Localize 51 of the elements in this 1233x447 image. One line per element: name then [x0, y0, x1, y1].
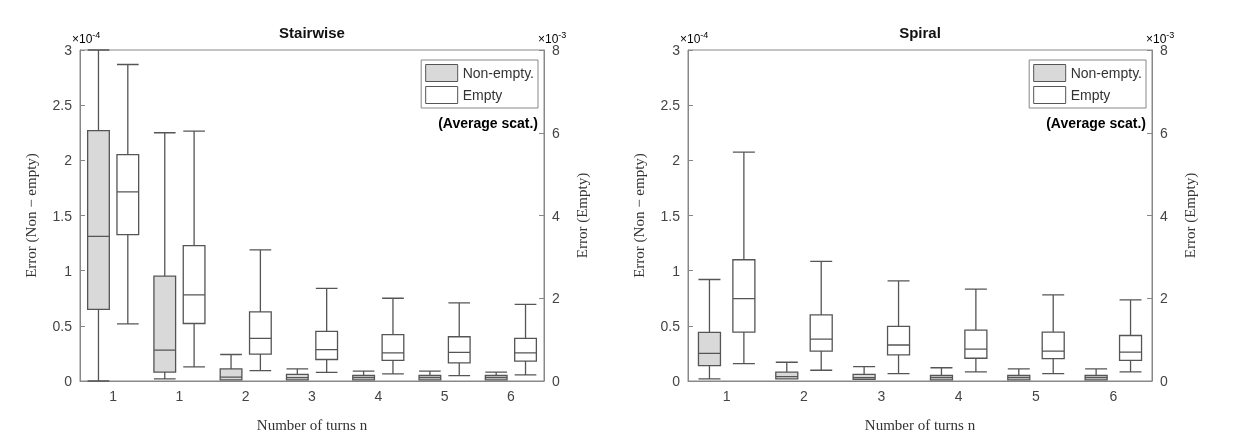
y-tick-label: 3	[64, 42, 73, 58]
legend-label: Non-empty.	[462, 65, 535, 81]
x-tick-label: 1	[109, 388, 118, 404]
y-axis-title: Error (Non − empty)	[630, 153, 648, 278]
y2-tick-label: 6	[1160, 124, 1168, 141]
y-axis-title: Error (Non − empty)	[22, 153, 40, 278]
x-axis-title: Number of turns n	[864, 416, 976, 433]
y-tick-label: 0	[672, 373, 681, 389]
y2-axis-title: Error (Empty)	[573, 172, 591, 259]
y2-tick-label: 0	[1160, 373, 1168, 389]
x-tick-label: 1	[175, 388, 184, 404]
y-tick-label: 1.5	[660, 207, 681, 224]
x-tick-label: 3	[877, 388, 886, 404]
y-tick-label: 0	[64, 373, 73, 389]
x-tick-label: 3	[308, 388, 317, 404]
y-tick-label: 2	[672, 152, 681, 169]
y-tick-label: 0.5	[660, 317, 681, 334]
y-tick-label: 0.5	[52, 317, 73, 334]
y-tick-label: 1.5	[52, 207, 73, 224]
y2-tick-label: 4	[552, 207, 560, 224]
y2-axis-title: Error (Empty)	[1181, 172, 1199, 259]
x-tick-label: 6	[506, 388, 515, 404]
x-tick-label: 5	[440, 388, 449, 404]
legend-label: Empty	[462, 87, 503, 103]
y-tick-label: 1	[672, 262, 681, 279]
y-tick-label: 2.5	[52, 97, 73, 114]
x-tick-label: 4	[374, 388, 383, 404]
annotation: (Average scat.)	[438, 115, 538, 131]
y2-tick-label: 4	[1160, 207, 1168, 224]
chart-title: Stairwise	[279, 24, 345, 41]
y2-tick-label: 8	[552, 42, 560, 58]
y-tick-label: 2	[64, 152, 73, 169]
x-tick-label: 6	[1109, 388, 1118, 404]
y-tick-label: 3	[672, 42, 681, 58]
x-tick-label: 4	[954, 388, 963, 404]
x-tick-label: 2	[241, 388, 250, 404]
annotation: (Average scat.)	[1046, 115, 1146, 131]
y2-tick-label: 0	[552, 373, 560, 389]
legend-label: Non-empty.	[1070, 65, 1143, 81]
y-tick-label: 1	[64, 262, 73, 279]
y2-tick-label: 6	[552, 124, 560, 141]
x-tick-label: 5	[1032, 388, 1041, 404]
y2-tick-label: 8	[1160, 42, 1168, 58]
x-tick-label: 1	[722, 388, 731, 404]
x-tick-label: 2	[800, 388, 809, 404]
chart-title: Spiral	[899, 24, 941, 41]
legend-label: Empty	[1070, 87, 1111, 103]
y2-tick-label: 2	[1160, 290, 1168, 307]
y2-tick-label: 2	[552, 290, 560, 307]
y-tick-label: 2.5	[660, 97, 681, 114]
x-axis-title: Number of turns n	[256, 416, 368, 433]
